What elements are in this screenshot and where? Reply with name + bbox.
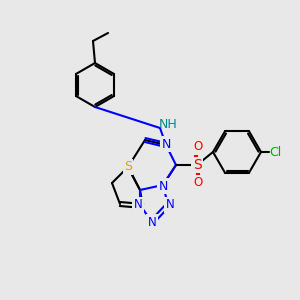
Text: S: S xyxy=(124,160,132,173)
Text: NH: NH xyxy=(159,118,177,130)
Text: Cl: Cl xyxy=(269,146,281,158)
Text: N: N xyxy=(158,179,168,193)
Text: N: N xyxy=(148,215,156,229)
Text: N: N xyxy=(166,199,174,212)
Text: S: S xyxy=(193,158,201,172)
Text: O: O xyxy=(194,140,202,154)
Text: N: N xyxy=(134,199,142,212)
Text: O: O xyxy=(194,176,202,190)
Text: N: N xyxy=(161,137,171,151)
